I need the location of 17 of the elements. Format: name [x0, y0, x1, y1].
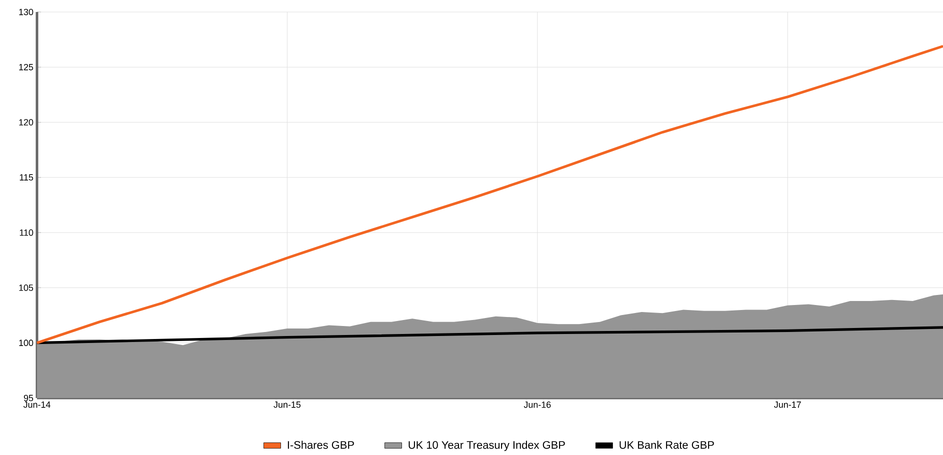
legend-label: I-Shares GBP [288, 440, 354, 449]
y-tick-label: 120 [19, 119, 34, 126]
x-tick-label: Jun-17 [774, 402, 801, 408]
y-tick-label: 95 [24, 394, 34, 402]
legend-label: UK Bank Rate GBP [620, 440, 714, 449]
y-tick-label: 110 [20, 229, 34, 236]
x-tick-label: Jun-16 [524, 402, 551, 408]
x-tick-label: Jun-15 [274, 402, 301, 408]
y-tick-label: 100 [19, 340, 34, 346]
line-series [36, 44, 943, 344]
x-tick-label: Jun-14 [23, 402, 50, 408]
y-tick-label: 130 [19, 8, 34, 16]
y-tick-label: 105 [19, 284, 34, 291]
y-tick-label: 115 [20, 174, 34, 181]
legend-label: UK 10 Year Treasury Index GBP [408, 440, 565, 451]
y-tick-label: 125 [19, 64, 34, 70]
line-series [36, 326, 943, 344]
